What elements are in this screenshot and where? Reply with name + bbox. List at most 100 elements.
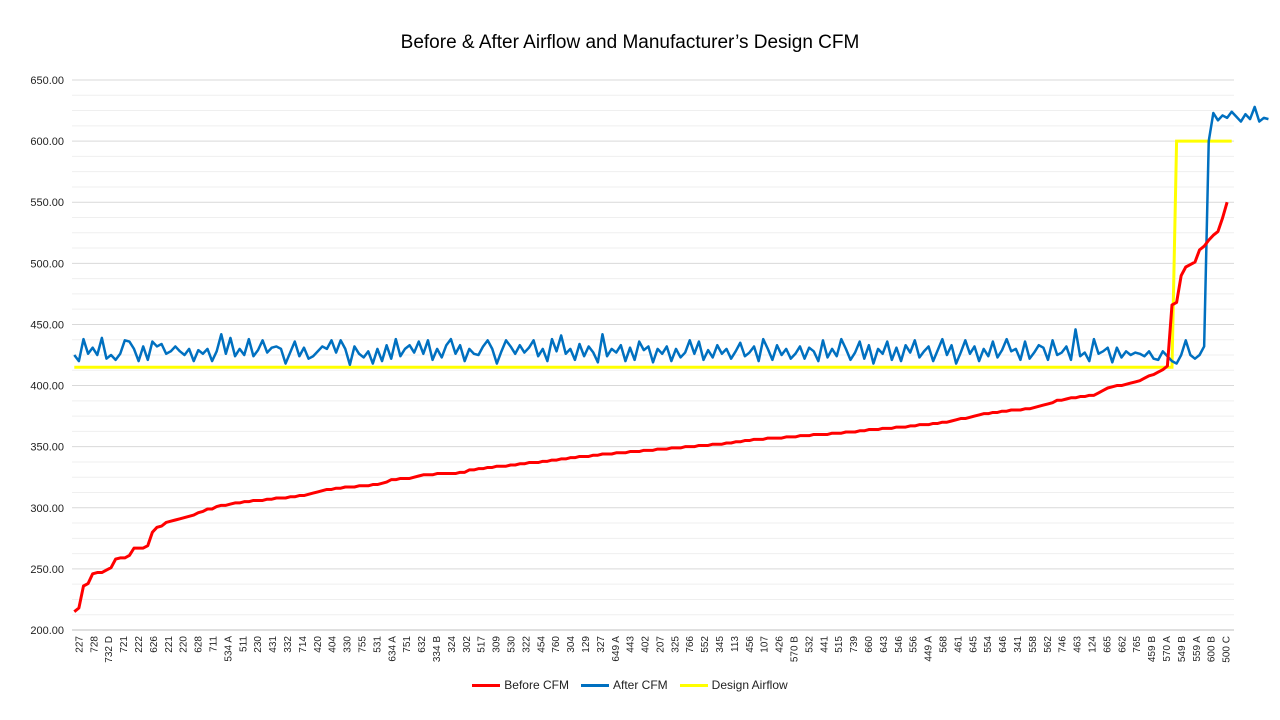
x-tick-label: 646 xyxy=(998,636,1009,653)
x-tick-label: 325 xyxy=(670,636,681,653)
x-tick-label: 220 xyxy=(179,636,190,653)
x-tick-label: 766 xyxy=(685,636,696,653)
x-tick-label: 558 xyxy=(1028,636,1039,653)
x-tick-label: 739 xyxy=(849,636,860,653)
x-tick-label: 426 xyxy=(775,636,786,653)
x-tick-label: 556 xyxy=(909,636,920,653)
x-tick-label: 546 xyxy=(894,636,905,653)
x-tick-label: 732 D xyxy=(104,636,115,663)
x-tick-label: 107 xyxy=(760,636,771,653)
x-tick-label: 662 xyxy=(1117,636,1128,653)
x-tick-label: 227 xyxy=(74,636,85,653)
x-tick-label: 230 xyxy=(253,636,264,653)
y-tick-label: 250.00 xyxy=(30,564,64,576)
series-line-design-airflow xyxy=(74,139,1232,369)
x-tick-label: 626 xyxy=(149,636,160,653)
x-tick-label: 751 xyxy=(402,636,413,653)
y-axis-ticks: 200.00 250.00 300.00 350.00 400.00 450.00 500.… xyxy=(30,75,64,637)
x-tick-label: 660 xyxy=(864,636,875,653)
x-tick-label: 531 xyxy=(372,636,383,653)
x-tick-label: 632 xyxy=(417,636,428,653)
x-tick-label: 721 xyxy=(119,636,130,653)
y-tick-label: 450.00 xyxy=(30,319,64,331)
y-tick-label: 500.00 xyxy=(30,258,64,270)
x-tick-label: 443 xyxy=(626,636,637,653)
x-tick-label: 222 xyxy=(134,636,145,653)
x-tick-label: 463 xyxy=(1073,636,1084,653)
x-tick-label: 600 B xyxy=(1207,636,1218,662)
legend-item: Before CFM xyxy=(472,678,569,692)
x-tick-label: 449 A xyxy=(924,636,935,662)
x-tick-label: 404 xyxy=(328,636,339,653)
x-tick-label: 534 A xyxy=(223,636,234,662)
x-tick-label: 454 xyxy=(536,636,547,653)
y-tick-label: 550.00 xyxy=(30,197,64,209)
legend-item: Design Airflow xyxy=(679,678,788,692)
x-tick-label: 517 xyxy=(477,636,488,653)
x-tick-label: 332 xyxy=(283,636,294,653)
legend-label: Before CFM xyxy=(504,678,569,692)
x-tick-label: 570 A xyxy=(1162,636,1173,662)
x-axis-ticks: 227 728 732 D 721 222 626 221 220 628 711 534 A 511… xyxy=(74,636,1232,663)
x-tick-label: 124 xyxy=(1087,636,1098,653)
x-tick-label: 714 xyxy=(298,636,309,653)
x-tick-label: 402 xyxy=(641,636,652,653)
x-tick-label: 554 xyxy=(983,636,994,653)
y-tick-label: 200.00 xyxy=(30,625,64,637)
legend-label: After CFM xyxy=(612,678,668,692)
gridlines xyxy=(72,79,1234,631)
x-tick-label: 511 xyxy=(238,636,249,652)
x-tick-label: 755 xyxy=(358,636,369,653)
legend-item: After CFM xyxy=(580,678,668,692)
x-tick-label: 628 xyxy=(194,636,205,653)
x-tick-label: 570 B xyxy=(790,636,801,662)
y-tick-label: 600.00 xyxy=(30,136,64,148)
x-tick-label: 330 xyxy=(343,636,354,653)
legend: Before CFM After CFM Design Airflow xyxy=(0,678,1260,692)
x-tick-label: 221 xyxy=(164,636,175,653)
x-tick-label: 324 xyxy=(447,636,458,653)
x-tick-label: 322 xyxy=(521,636,532,653)
x-tick-label: 645 xyxy=(968,636,979,653)
x-tick-label: 765 xyxy=(1132,636,1143,653)
x-tick-label: 420 xyxy=(313,636,324,653)
x-tick-label: 431 xyxy=(268,636,279,653)
x-tick-label: 309 xyxy=(492,636,503,653)
x-tick-label: 459 B xyxy=(1147,636,1158,662)
x-tick-label: 302 xyxy=(462,636,473,653)
x-tick-label: 441 xyxy=(819,636,830,653)
series-line-before-cfm xyxy=(73,201,1229,613)
x-tick-label: 530 xyxy=(506,636,517,653)
chart-title: Before & After Airflow and Manufacturer’… xyxy=(400,32,860,53)
x-tick-label: 549 B xyxy=(1177,636,1188,662)
x-tick-label: 304 xyxy=(566,636,577,653)
x-tick-label: 461 xyxy=(953,636,964,653)
y-tick-label: 300.00 xyxy=(30,503,64,515)
x-tick-label: 559 A xyxy=(1192,636,1203,662)
y-tick-label: 650.00 xyxy=(30,75,64,87)
x-tick-label: 760 xyxy=(551,636,562,653)
x-tick-label: 552 xyxy=(700,636,711,653)
legend-label: Design Airflow xyxy=(711,678,788,692)
x-tick-label: 500 C xyxy=(1222,636,1233,663)
series-line-after-cfm xyxy=(73,105,1269,367)
x-tick-label: 643 xyxy=(879,636,890,653)
x-tick-label: 665 xyxy=(1102,636,1113,653)
series-layer xyxy=(73,105,1269,613)
legend-swatch xyxy=(580,684,609,688)
x-tick-label: 711 xyxy=(209,636,220,652)
x-tick-label: 129 xyxy=(581,636,592,653)
y-tick-label: 350.00 xyxy=(30,442,64,454)
x-tick-label: 634 A xyxy=(387,636,398,662)
x-tick-label: 113 xyxy=(730,636,741,652)
x-tick-label: 327 xyxy=(596,636,607,653)
x-tick-label: 334 B xyxy=(432,636,443,662)
legend-swatch xyxy=(472,684,501,688)
x-tick-label: 562 xyxy=(1043,636,1054,653)
legend-swatch xyxy=(679,684,708,688)
x-tick-label: 345 xyxy=(715,636,726,653)
x-tick-label: 207 xyxy=(655,636,666,653)
x-tick-label: 456 xyxy=(745,636,756,653)
x-tick-label: 746 xyxy=(1058,636,1069,653)
